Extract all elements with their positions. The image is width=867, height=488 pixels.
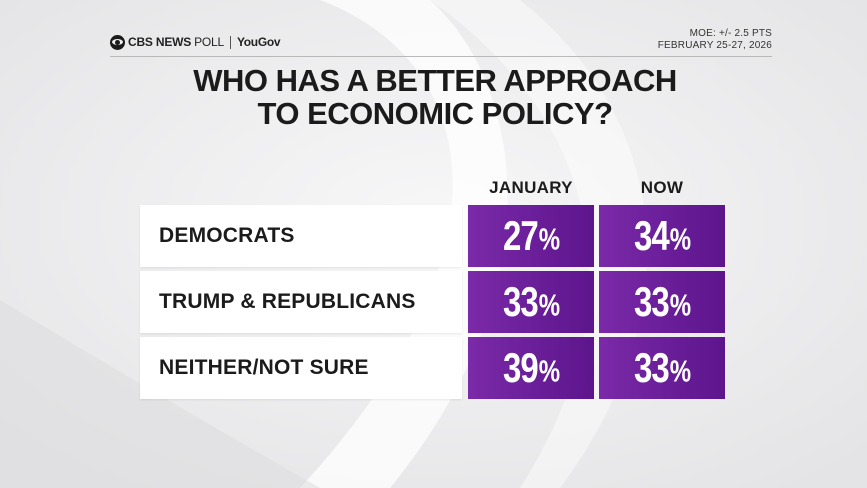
cell-trump-republicans-january: 33% — [468, 271, 594, 333]
moe-text: MOE: +/- 2.5 PTS — [689, 28, 772, 39]
percent-sign: % — [669, 288, 691, 323]
value-text: 39 — [502, 344, 539, 391]
brand-poll-text: POLL — [194, 35, 224, 49]
value-text: 33 — [633, 278, 670, 325]
value-text: 33 — [502, 278, 539, 325]
row-label-neither-not-sure: NEITHER/NOT SURE — [140, 337, 462, 399]
percent-sign: % — [538, 288, 560, 323]
chart-title-line-1: WHO HAS A BETTER APPROACH — [193, 63, 677, 98]
row-label-text: NEITHER/NOT SURE — [159, 356, 369, 379]
value-text: 34 — [633, 212, 670, 259]
brand-partner-text: YouGov — [236, 35, 281, 49]
value-text: 27 — [502, 212, 539, 259]
row-label-text: TRUMP & REPUBLICANS — [159, 290, 416, 313]
cell-democrats-january: 27% — [468, 205, 594, 267]
cell-trump-republicans-now: 33% — [599, 271, 725, 333]
row-label-text: DEMOCRATS — [159, 224, 295, 247]
brand-logo: CBS NEWS POLL YouGov — [110, 34, 281, 50]
value-text: 33 — [633, 344, 670, 391]
brand-divider — [229, 35, 231, 49]
chart-title-line-2: TO ECONOMIC POLICY? — [257, 96, 613, 131]
poll-dates: FEBRUARY 25-27, 2026 — [657, 40, 772, 51]
percent-sign: % — [538, 222, 560, 257]
brand-cbs-text: CBS NEWS — [128, 35, 192, 49]
cell-neither-not-sure-january: 39% — [468, 337, 594, 399]
cell-democrats-now: 34% — [599, 205, 725, 267]
row-label-democrats: DEMOCRATS — [140, 205, 462, 267]
cbs-eye-icon — [110, 34, 125, 50]
chart-title: WHO HAS A BETTER APPROACH TO ECONOMIC PO… — [150, 64, 720, 130]
percent-sign: % — [538, 354, 560, 389]
header: CBS NEWS POLL YouGov MOE: +/- 2.5 PTS FE… — [110, 28, 772, 54]
header-rule — [110, 56, 772, 57]
cell-neither-not-sure-now: 33% — [599, 337, 725, 399]
poll-meta: MOE: +/- 2.5 PTS FEBRUARY 25-27, 2026 — [658, 28, 772, 52]
row-label-trump-republicans: TRUMP & REPUBLICANS — [140, 271, 462, 333]
column-header-now: NOW — [640, 178, 684, 197]
percent-sign: % — [669, 354, 691, 389]
column-header-january: JANUARY — [489, 178, 573, 197]
percent-sign: % — [669, 222, 691, 257]
